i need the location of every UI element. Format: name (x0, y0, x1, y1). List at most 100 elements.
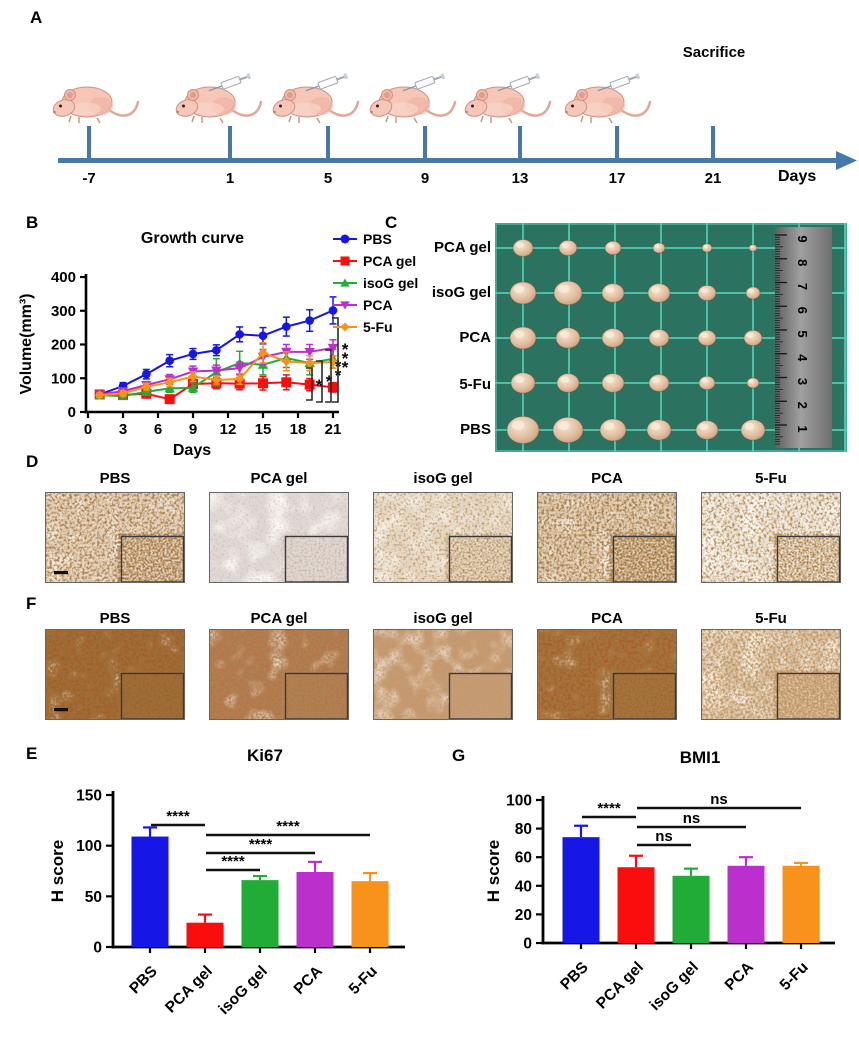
mouse-legs (191, 115, 224, 124)
tumor-row-label: PBS (460, 421, 491, 438)
mouse-inner-ear (190, 92, 196, 98)
syringe-plunger (528, 75, 537, 81)
inset-speckles (613, 673, 676, 719)
syringe-plunger-cap (343, 73, 349, 80)
panel-f-label: F (26, 594, 37, 613)
timeline-tick (87, 126, 91, 158)
mouse-nose (370, 110, 373, 114)
syringe-plunger-cap (246, 73, 252, 80)
panel-c-label: C (385, 213, 398, 232)
significance-star: * (342, 349, 349, 368)
tumor-highlight (605, 376, 615, 383)
tumor (740, 419, 766, 441)
y-tick-label: 40 (515, 878, 532, 895)
mouse-belly (581, 102, 613, 116)
tumor (697, 329, 717, 347)
bmi1-bar-chart: 0 20 40 60 80 100 PBS PCA gel isoG gel PCA 5-Fu ***… (506, 791, 835, 1014)
mouse-tail (424, 100, 457, 117)
ruler-number: 6 (795, 307, 810, 314)
mouse-eye (59, 104, 62, 108)
inset-speckles (777, 536, 840, 582)
marker-diamond (340, 322, 350, 332)
histology-f-PCA gel-image (209, 629, 349, 720)
timeline-tick-label: 1 (226, 170, 234, 187)
growth-legend: PBS PCA gel isoG gel PCA 5-Fu (332, 228, 418, 338)
tumor (604, 240, 622, 256)
marker-circle (212, 345, 221, 355)
histology-f-PCA-image (537, 629, 677, 720)
marker-square (340, 256, 350, 266)
ruler-number: 4 (795, 354, 810, 362)
tumor-highlight (559, 330, 570, 338)
mouse-eye (279, 104, 282, 108)
x-tick-label: 3 (119, 421, 127, 438)
tumor (553, 280, 583, 306)
panel-d-label: D (26, 452, 39, 471)
legend-marker-icon (333, 278, 357, 287)
bar-PBS (131, 836, 169, 947)
marker-circle (235, 330, 244, 339)
tumor-row-label: PCA (459, 329, 491, 346)
significance-label: ns (710, 791, 728, 808)
mouse-nose (565, 110, 568, 114)
tumor (698, 375, 716, 391)
tumor-highlight (746, 332, 754, 338)
syringe-barrel (509, 75, 531, 90)
ruler (775, 227, 832, 448)
x-tick-label: 9 (189, 421, 197, 438)
legend-label: PCA (363, 297, 393, 313)
mouse-tail (327, 100, 360, 117)
tumor-highlight (748, 379, 754, 383)
tumor-highlight (561, 242, 569, 248)
significance-star: * (316, 376, 323, 395)
histology-image-label: PCA (591, 470, 623, 487)
tumor-highlight (744, 422, 755, 430)
timeline-tick-label: -7 (82, 170, 95, 187)
y-tick-label: 100 (51, 370, 76, 387)
tumor-row-PBS (506, 415, 766, 445)
inset-speckles (121, 673, 184, 719)
syringe-needle (402, 85, 417, 92)
significance-bracket (325, 349, 332, 403)
tumor (506, 415, 540, 445)
significance-label: **** (597, 800, 621, 817)
marker-diamond (141, 381, 152, 392)
y-tick-label: 100 (76, 838, 102, 855)
tumor (745, 286, 761, 300)
marker-diamond (281, 356, 292, 367)
bar-PCA (296, 872, 334, 947)
tumor-highlight (513, 285, 525, 293)
syringe-plunger (336, 75, 345, 81)
tumor (743, 329, 763, 347)
inset-speckles (121, 536, 184, 582)
x-tick-label: 0 (84, 421, 92, 438)
legend-item-isoG gel: isoG gel (332, 272, 418, 294)
histology-image-label: PBS (99, 610, 131, 627)
category-label: isoG gel (216, 963, 271, 1018)
syringe-barrel (414, 75, 436, 90)
mouse-with-syringe-icon (175, 73, 263, 124)
tumor-highlight (560, 376, 570, 383)
tumor (509, 281, 537, 305)
ruler-number: 5 (795, 330, 810, 337)
tumor-highlight (605, 331, 615, 338)
bar-5-Fu (351, 881, 389, 947)
significance-star: * (342, 340, 349, 359)
image-border (701, 492, 841, 583)
significance-label: **** (249, 836, 273, 853)
panel-g-label: G (452, 746, 466, 765)
significance-bracket (332, 317, 339, 403)
x-tick-label: 6 (154, 421, 162, 438)
syringe-plunger (239, 75, 248, 81)
syringe-plunger (433, 75, 442, 81)
syringe-plunger (628, 75, 637, 81)
syringe-plunger-cap (635, 73, 641, 80)
mouse-legs (288, 115, 321, 124)
mouse-with-syringe-icon (464, 73, 552, 124)
histology-d-isoG gel-image (373, 492, 513, 583)
scale-bar (54, 708, 68, 712)
mouse-eye (182, 104, 185, 108)
image-border (373, 492, 513, 583)
